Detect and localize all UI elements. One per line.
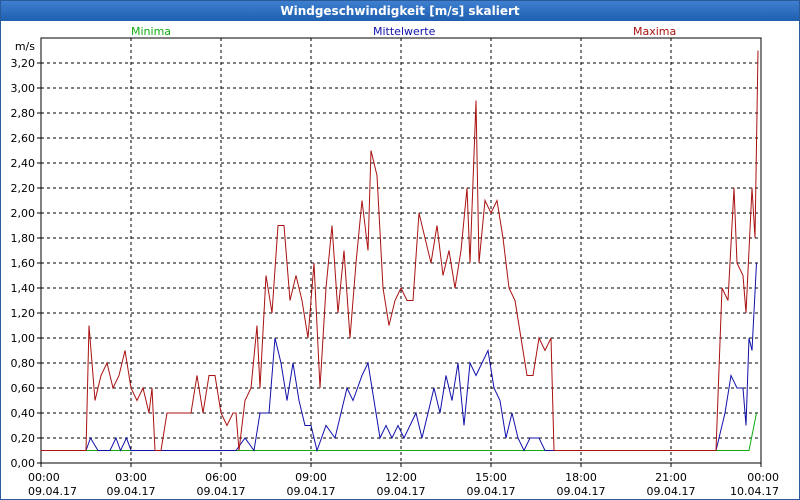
y-tick-label: 1,40	[11, 282, 36, 295]
x-tick-time: 18:00	[565, 471, 597, 484]
x-tick-date: 09.04.17	[107, 485, 156, 498]
y-tick-label: 0,40	[11, 407, 36, 420]
y-tick-label: 0,20	[11, 432, 36, 445]
y-tick-label: 2,20	[11, 182, 36, 195]
x-tick-time: 06:00	[205, 471, 237, 484]
x-tick-time: 21:00	[655, 471, 687, 484]
maxima-series-line	[41, 50, 759, 451]
x-tick-time: 12:00	[385, 471, 417, 484]
x-tick-date: 10.04.17	[730, 485, 779, 498]
y-tick-label: 2,60	[11, 132, 36, 145]
x-tick-date: 09.04.17	[28, 485, 77, 498]
y-axis-label: m/s	[15, 40, 35, 53]
y-tick-label: 1,60	[11, 257, 36, 270]
x-tick-time: 00:00	[747, 471, 779, 484]
y-tick-label: 2,00	[11, 207, 36, 220]
x-tick-date: 09.04.17	[557, 485, 606, 498]
x-tick-time: 09:00	[295, 471, 327, 484]
x-tick-date: 09.04.17	[467, 485, 516, 498]
x-tick-time: 00:00	[28, 471, 60, 484]
y-tick-label: 0,80	[11, 357, 36, 370]
x-tick-time: 03:00	[115, 471, 147, 484]
x-tick-date: 09.04.17	[197, 485, 246, 498]
y-tick-label: 3,00	[11, 82, 36, 95]
mittelwerte-series-line	[41, 262, 757, 453]
y-tick-label: 1,80	[11, 232, 36, 245]
y-tick-label: 3,20	[11, 57, 36, 70]
y-tick-label: 1,00	[11, 332, 36, 345]
y-tick-label: 0,60	[11, 382, 36, 395]
y-tick-label: 1,20	[11, 307, 36, 320]
x-tick-date: 09.04.17	[377, 485, 426, 498]
y-tick-label: 0,00	[11, 457, 36, 470]
x-tick-date: 09.04.17	[647, 485, 696, 498]
legend-maxima: Maxima	[633, 25, 677, 38]
minima-series-line	[41, 412, 757, 451]
window-title: Windgeschwindigkeit [m/s] skaliert	[1, 1, 799, 21]
x-tick-date: 09.04.17	[287, 485, 336, 498]
legend-minima: Minima	[131, 25, 172, 38]
y-tick-label: 2,40	[11, 157, 36, 170]
legend-mittelwerte: Mittelwerte	[373, 25, 436, 38]
x-tick-time: 15:00	[475, 471, 507, 484]
y-tick-label: 2,80	[11, 107, 36, 120]
